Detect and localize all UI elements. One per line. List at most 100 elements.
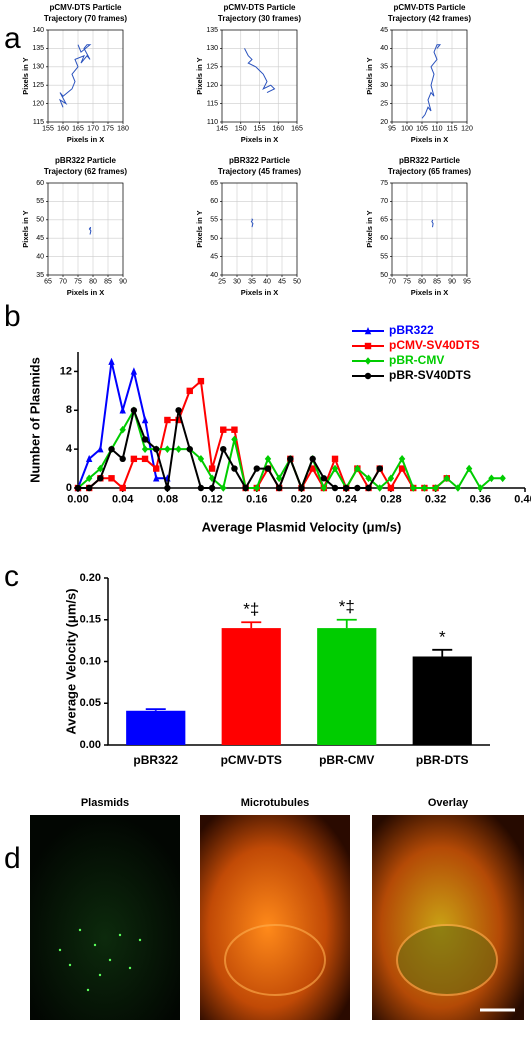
marker (331, 464, 339, 473)
marker (253, 465, 260, 472)
image-title: Plasmids (81, 797, 129, 809)
y-tick-label: 45 (380, 27, 388, 34)
x-tick-label: 90 (448, 279, 456, 286)
marker (208, 484, 216, 492)
plasmid-dots (58, 928, 142, 992)
plot-frame (391, 182, 468, 276)
x-tick-label: 155 (42, 126, 54, 133)
y-axis-label: Pixels in Y (195, 210, 204, 247)
error-bar (241, 621, 262, 629)
marker (97, 445, 104, 453)
marker (197, 455, 205, 463)
chart-title: pBR322 Particle (399, 156, 460, 165)
x-tick-label: 175 (102, 126, 114, 133)
y-tick-label: 12 (60, 365, 72, 377)
marker (186, 445, 193, 453)
error-bar (432, 648, 453, 657)
marker (275, 484, 283, 492)
marker (153, 445, 160, 453)
error-bar (145, 708, 166, 711)
x-axis-label: Pixels in X (241, 135, 279, 144)
x-tick-label: 0.04 (112, 494, 134, 506)
marker (85, 454, 93, 463)
y-tick-label: 40 (380, 45, 388, 52)
y-axis-label: Average Velocity (μm/s) (63, 588, 78, 734)
marker (119, 455, 126, 463)
plasmids-image (30, 815, 180, 1020)
chart-subtitle: Trajectory (65 frames) (388, 167, 471, 176)
marker (320, 484, 328, 492)
y-tick-label: 40 (210, 272, 218, 279)
chart-subtitle: Trajectory (42 frames) (388, 14, 471, 23)
x-tick-label: 70 (59, 279, 67, 286)
y-tick-label: 130 (206, 45, 218, 52)
x-tick-label: 75 (74, 279, 82, 286)
y-tick-label: 0.20 (80, 572, 101, 584)
x-tick-label: 80 (89, 279, 97, 286)
x-tick-label: 0.40 (514, 494, 531, 506)
y-tick-label: 60 (210, 198, 218, 205)
marker (309, 455, 316, 463)
legend-label: pBR322 (389, 323, 434, 337)
y-tick-label: 0.10 (80, 655, 101, 667)
x-tick-label: 85 (104, 279, 112, 286)
marker (220, 484, 227, 492)
marker (220, 445, 227, 453)
panel-label: a (4, 22, 21, 55)
bar (221, 628, 281, 745)
marker (141, 436, 149, 443)
image-title: Overlay (428, 797, 469, 809)
x-tick-label: 85 (433, 279, 441, 286)
x-tick-label: 0.16 (246, 494, 267, 506)
y-tick-label: 140 (32, 27, 44, 34)
marker (331, 484, 339, 492)
marker (74, 484, 82, 492)
x-tick-label: 0.12 (201, 494, 222, 506)
y-tick-label: 75 (380, 180, 388, 187)
chart-subtitle: Trajectory (62 frames) (44, 167, 127, 176)
chart-subtitle: Trajectory (70 frames) (44, 14, 127, 23)
marker (164, 484, 171, 492)
marker (242, 484, 249, 492)
y-tick-label: 60 (36, 180, 44, 187)
y-tick-label: 50 (36, 217, 44, 224)
chart-subtitle: Trajectory (45 frames) (218, 167, 301, 176)
x-tick-label: 165 (291, 126, 303, 133)
x-tick-label: 0.32 (425, 494, 446, 506)
bar (412, 656, 472, 745)
x-tick-label: 100 (401, 126, 413, 133)
x-tick-label: 90 (119, 279, 127, 286)
bar (126, 710, 186, 745)
marker (175, 445, 182, 453)
annotation: *‡ (243, 600, 259, 619)
y-axis-label: Pixels in Y (365, 57, 374, 94)
marker (197, 377, 205, 385)
marker (465, 464, 473, 473)
marker (231, 435, 238, 444)
x-tick-label: 110 (431, 126, 442, 133)
x-tick-label: pBR-CMV (319, 753, 374, 767)
x-tick-label: 0.36 (470, 494, 491, 506)
x-tick-label: 0.08 (157, 494, 178, 506)
legend-label: pBR-CMV (389, 353, 444, 367)
marker (398, 465, 406, 472)
x-tick-label: 105 (416, 126, 428, 133)
x-axis-label: Average Plasmid Velocity (μm/s) (202, 519, 402, 534)
marker (264, 455, 272, 463)
x-tick-label: pBR322 (133, 753, 178, 767)
marker (376, 465, 383, 472)
x-tick-label: 80 (418, 279, 426, 286)
plot-frame (221, 182, 298, 276)
x-axis-label: Pixels in X (67, 135, 105, 144)
y-tick-label: 115 (207, 100, 218, 107)
marker (97, 464, 104, 473)
image-title: Microtubules (241, 797, 309, 809)
y-tick-label: 55 (36, 198, 44, 205)
y-axis-label: Pixels in Y (21, 210, 30, 247)
marker (287, 455, 294, 463)
trajectory-line (88, 226, 92, 235)
x-tick-label: 0.28 (380, 494, 401, 506)
x-tick-label: 165 (72, 126, 84, 133)
marker (454, 484, 462, 492)
plot-frame (47, 29, 124, 123)
